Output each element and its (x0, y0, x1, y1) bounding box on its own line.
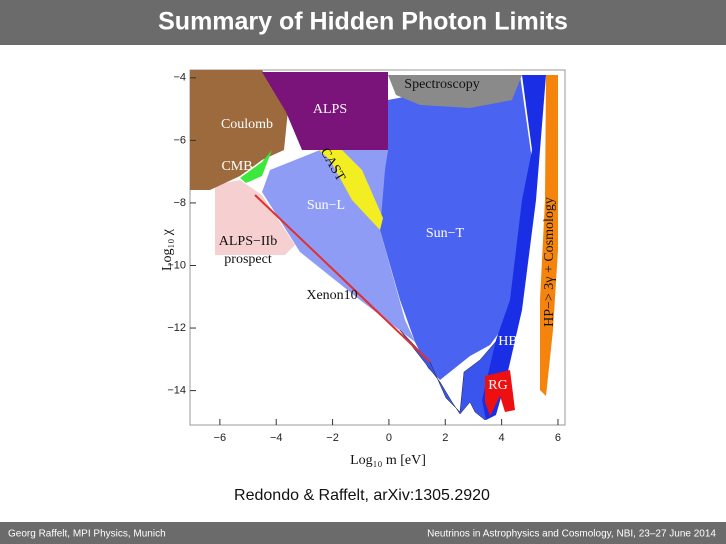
y-tick-label: −4 (173, 72, 186, 84)
region-label: Xenon10 (306, 288, 357, 303)
region-label: RG (488, 378, 507, 393)
hb-region (482, 75, 546, 420)
x-tick-label: 6 (555, 432, 561, 444)
region-label: HB (498, 334, 517, 349)
x-tick-label: 4 (499, 432, 505, 444)
x-tick-label: −4 (270, 432, 283, 444)
y-tick-label: −10 (167, 259, 186, 271)
region-label: Spectroscopy (404, 77, 479, 92)
region-label: Sun−L (307, 198, 345, 213)
alps-iib-region (215, 180, 295, 255)
x-tick-label: −6 (214, 432, 227, 444)
citation: Redondo & Raffelt, arXiv:1305.2920 (234, 487, 490, 504)
coulomb-region (190, 70, 288, 190)
slide-title: Summary of Hidden Photon Limits (158, 8, 568, 36)
xenon10-line (254, 194, 431, 363)
footer-left: Georg Raffelt, MPI Physics, Munich (8, 529, 166, 540)
cosmology-region (540, 75, 558, 396)
y-axis-label: Log₁₀ χ (160, 228, 175, 271)
region-label: prospect (224, 252, 272, 267)
sun-t-region (380, 75, 532, 380)
x-tick-label: −2 (326, 432, 339, 444)
title-bar (0, 0, 726, 45)
x-tick-label: 2 (442, 432, 448, 444)
alps-region (262, 72, 388, 150)
x-tick-label: 0 (386, 432, 392, 444)
sun-l-region (262, 150, 415, 342)
region-label: Sun−T (426, 226, 465, 241)
y-tick-label: −14 (167, 385, 186, 397)
region-label: ALPS−IIb (219, 234, 277, 249)
plot: Spectroscopy ALPS Coulomb CMB CAST Sun−L… (160, 69, 566, 468)
region-label: Coulomb (221, 117, 273, 132)
y-tick-label: −8 (173, 197, 186, 209)
region-label: ALPS (313, 102, 347, 117)
region-label: CMB (221, 159, 252, 174)
cast-region (308, 140, 383, 230)
footer-bar (0, 522, 726, 544)
rg-region (485, 370, 515, 416)
x-axis-label: Log₁₀ m [eV] (350, 453, 426, 468)
region-label: HP−> 3γ + Cosmology (542, 197, 557, 327)
footer-right: Neutrinos in Astrophysics and Cosmology,… (427, 529, 716, 540)
spectroscopy-region (388, 75, 522, 108)
y-tick-label: −12 (167, 322, 186, 334)
y-tick-label: −6 (173, 134, 186, 146)
cmb-region (240, 150, 272, 183)
